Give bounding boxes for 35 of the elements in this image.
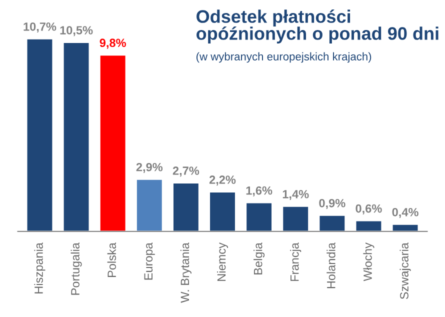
data-label: 0,6% [356, 204, 382, 214]
x-tick-label: Hiszpania [34, 242, 46, 294]
data-label: 9,8% [100, 38, 126, 49]
bar [26, 38, 54, 232]
x-tick-label: Włochy [363, 242, 374, 282]
data-label: 0,9% [319, 198, 346, 210]
data-label: 2,2% [209, 176, 236, 186]
x-tick-label: Europa [144, 242, 155, 280]
x-tick-label: Niemcy [216, 242, 228, 281]
data-label: 0,4% [392, 208, 418, 218]
bar [391, 224, 420, 232]
bar [318, 214, 346, 232]
bar [245, 202, 273, 232]
chart-title: Odsetek płatności opóźnionych o ponad 90 dni [196, 10, 438, 44]
data-label: 10,5% [60, 26, 93, 36]
data-label: 1,6% [246, 186, 272, 196]
bar [354, 220, 383, 232]
x-tick-label: Belgia [254, 242, 265, 274]
x-tick-label: Polska [107, 242, 116, 277]
x-tick-label: Szwajcaria [400, 242, 411, 300]
x-tick-label: Francja [290, 242, 302, 281]
text: (w wybranych europejskich krajach) [196, 52, 372, 63]
x-tick-label: W. Brytania [180, 242, 192, 303]
bar [208, 191, 236, 232]
x-tick-label: Portugalia [70, 242, 82, 295]
data-label: 2,9% [136, 162, 163, 174]
bar [136, 178, 164, 232]
bar [98, 54, 127, 232]
bar [62, 42, 90, 232]
bar [282, 206, 310, 232]
x-tick-label: Holandia [326, 242, 336, 288]
bar [172, 182, 200, 232]
data-label: 2,7% [172, 166, 200, 177]
data-label: 1,4% [282, 190, 309, 200]
data-label: 10,7% [24, 22, 56, 33]
